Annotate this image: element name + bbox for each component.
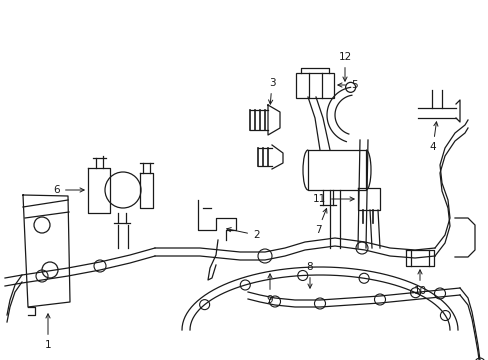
Text: 12: 12 <box>338 52 351 81</box>
Text: 7: 7 <box>314 208 326 235</box>
Text: 4: 4 <box>429 122 437 152</box>
Text: 6: 6 <box>53 185 84 195</box>
Bar <box>295 73 333 98</box>
Text: 10: 10 <box>412 270 426 296</box>
Text: 5: 5 <box>337 80 357 90</box>
Text: 2: 2 <box>226 228 259 240</box>
Text: 3: 3 <box>268 78 275 104</box>
Text: 11: 11 <box>312 194 353 204</box>
Text: 1: 1 <box>44 314 51 350</box>
Text: 8: 8 <box>306 262 313 288</box>
Text: 9: 9 <box>266 274 273 305</box>
